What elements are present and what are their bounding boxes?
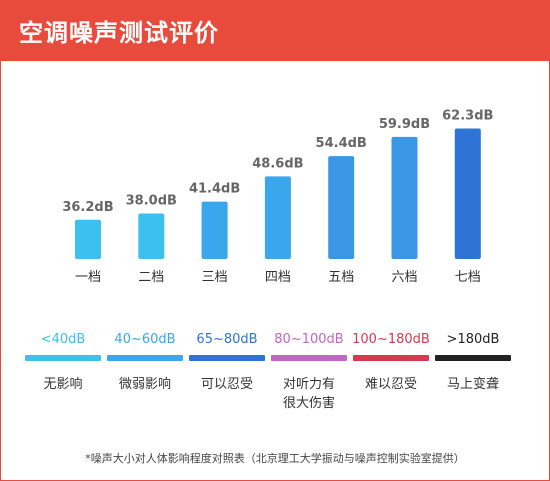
legend-color-bar	[353, 355, 429, 361]
legend-range: 65~80dB	[196, 332, 258, 347]
category-label: 四档	[265, 270, 291, 285]
bar-2	[138, 213, 165, 259]
bar-5	[328, 156, 355, 259]
bar-value-label: 48.6dB	[252, 156, 303, 171]
legend-desc: 无影响	[43, 377, 83, 392]
category-label: 五档	[328, 270, 354, 285]
category-label: 三档	[202, 270, 228, 285]
bar-value-label: 54.4dB	[316, 136, 367, 151]
legend-color-bar	[25, 355, 101, 361]
legend-range: >180dB	[446, 332, 500, 347]
bar-6	[391, 136, 418, 259]
legend-color-bar	[271, 355, 347, 361]
bar-4	[264, 176, 291, 259]
category-label: 七档	[455, 270, 481, 285]
legend-item-below-40: <40dB 无影响	[23, 331, 103, 394]
header-banner: 空调噪声测试评价	[1, 1, 549, 61]
category-label: 六档	[391, 270, 417, 285]
legend-item-100-180: 100~180dB 难以忍受	[351, 331, 431, 394]
legend-range: 100~180dB	[352, 332, 430, 347]
noise-bar-chart: 36.2dB 一档 38.0dB 二档 41.4dB 三档 48.6dB 四档 54.4dB 五档…	[62, 108, 493, 285]
legend-range: 80~100dB	[274, 332, 344, 347]
legend-color-bar	[107, 355, 183, 361]
bar-7	[454, 128, 481, 259]
legend-color-bar	[189, 355, 265, 361]
legend-color-bar	[435, 355, 511, 361]
legend-desc: 难以忍受	[364, 377, 417, 392]
category-label: 一档	[75, 270, 101, 285]
legend-desc: 马上变聋	[446, 377, 499, 392]
page-title: 空调噪声测试评价	[19, 19, 219, 47]
legend-item-65-80: 65~80dB 可以忍受	[187, 331, 267, 394]
bar-3	[201, 201, 228, 259]
bar-value-label: 41.4dB	[189, 182, 240, 197]
legend-range: 40~60dB	[114, 332, 176, 347]
category-label: 二档	[138, 270, 164, 285]
noise-impact-legend: <40dB 无影响 40~60dB 微弱影响 65~80dB 可以忍受 80~1…	[1, 331, 549, 441]
legend-item-above-180: >180dB 马上变聋	[433, 331, 513, 394]
legend-range: <40dB	[40, 332, 86, 347]
bar-value-label: 62.3dB	[442, 108, 493, 123]
source-footnote: *噪声大小对人体影响程度对照表（北京理工大学振动与噪声控制实验室提供）	[85, 452, 465, 465]
legend-desc: 对听力有很大伤害	[282, 377, 335, 411]
legend-desc: 微弱影响	[118, 377, 171, 392]
bar-value-label: 59.9dB	[379, 117, 430, 132]
bar-value-label: 38.0dB	[126, 194, 177, 209]
legend-item-40-60: 40~60dB 微弱影响	[105, 331, 185, 394]
bar-value-label: 36.2dB	[62, 200, 113, 215]
bar-1	[75, 219, 101, 259]
legend-desc: 可以忍受	[200, 377, 253, 392]
legend-item-80-100: 80~100dB 对听力有很大伤害	[269, 331, 349, 413]
